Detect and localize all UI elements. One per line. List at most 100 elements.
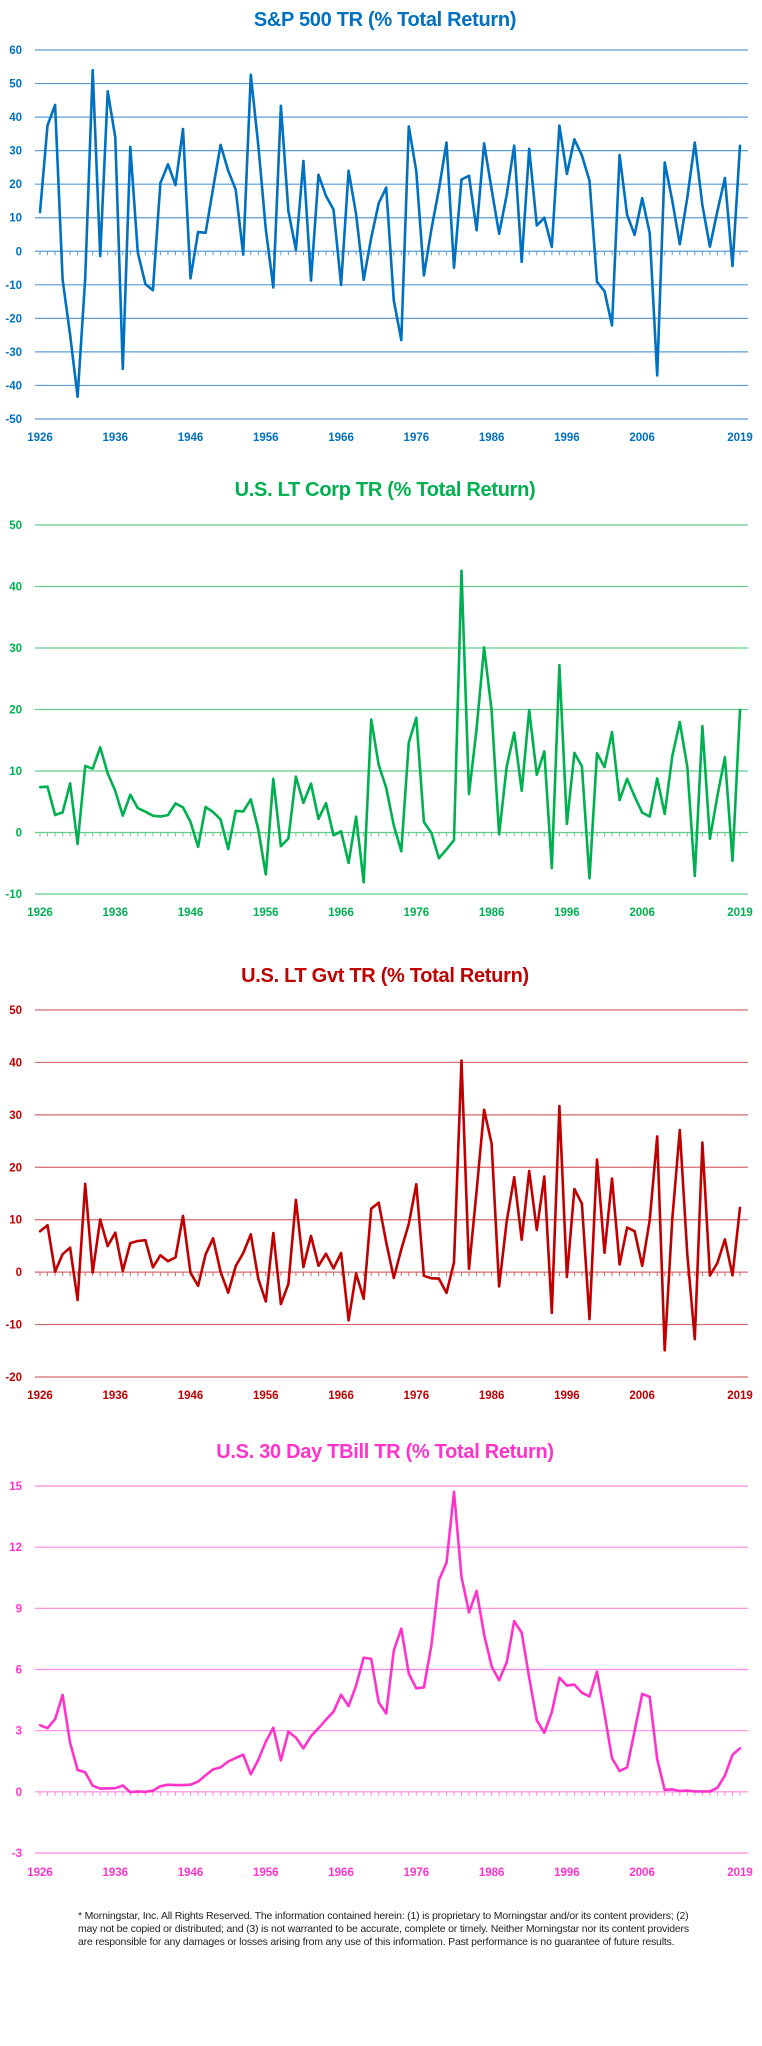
data-point xyxy=(588,877,591,880)
data-point xyxy=(159,1785,162,1788)
data-point xyxy=(294,1198,298,1202)
data-point xyxy=(46,1727,49,1730)
data-point xyxy=(272,777,275,781)
chart-title-tbill: U.S. 30 Day TBill TR (% Total Return) xyxy=(216,1441,554,1463)
data-point xyxy=(362,1656,365,1659)
data-point xyxy=(580,1202,584,1205)
data-point xyxy=(543,1175,546,1178)
data-point xyxy=(189,1783,192,1786)
data-point xyxy=(324,194,328,198)
data-point xyxy=(422,820,426,824)
data-point xyxy=(505,765,508,768)
data-point xyxy=(211,1237,215,1240)
data-point xyxy=(76,395,79,398)
data-point xyxy=(618,798,621,802)
data-point xyxy=(610,324,614,327)
data-point xyxy=(430,1644,433,1647)
data-point xyxy=(242,1251,245,1255)
data-point xyxy=(242,810,245,813)
data-point xyxy=(294,775,298,778)
data-point xyxy=(693,874,697,878)
data-point xyxy=(129,1241,132,1245)
x-tick-label: 1926 xyxy=(27,1867,53,1879)
x-tick-label: 1976 xyxy=(404,907,430,919)
data-point xyxy=(550,1311,554,1315)
data-point xyxy=(347,1319,350,1322)
data-point xyxy=(708,1274,712,1277)
data-point xyxy=(309,782,313,785)
data-point xyxy=(354,212,358,216)
x-tick-label: 1926 xyxy=(27,1390,53,1402)
data-point xyxy=(257,144,260,147)
data-point xyxy=(618,1263,621,1266)
data-point xyxy=(76,1298,79,1302)
data-point xyxy=(633,795,636,798)
data-point xyxy=(68,1741,72,1744)
data-point xyxy=(279,1759,283,1762)
data-point xyxy=(716,1261,719,1265)
data-point xyxy=(445,1291,448,1295)
x-tick-label: 1946 xyxy=(178,907,204,919)
data-point xyxy=(83,1182,87,1186)
data-point xyxy=(196,845,200,849)
y-tick-label: -3 xyxy=(12,1848,22,1860)
data-point xyxy=(445,141,448,144)
footnote-disclaimer: * Morningstar, Inc. All Rights Reserved.… xyxy=(78,1910,689,1948)
data-point xyxy=(625,1226,629,1229)
data-point xyxy=(83,764,87,768)
data-point xyxy=(467,1611,471,1614)
data-point xyxy=(211,1768,215,1771)
data-point xyxy=(91,68,94,72)
data-point xyxy=(445,848,448,851)
data-point xyxy=(166,1260,170,1263)
data-point xyxy=(415,716,418,720)
data-point xyxy=(264,1740,268,1743)
data-point xyxy=(272,1231,275,1235)
data-point xyxy=(91,767,94,770)
data-point xyxy=(573,1683,576,1686)
y-tick-label: 50 xyxy=(9,1005,22,1017)
data-point xyxy=(686,765,689,769)
data-point xyxy=(573,1187,576,1191)
y-tick-label: 40 xyxy=(9,582,22,594)
x-tick-label: 1986 xyxy=(479,1867,505,1879)
data-point xyxy=(723,1774,727,1777)
y-tick-label: 20 xyxy=(9,179,22,191)
series-line xyxy=(39,1059,742,1352)
y-tick-label: 60 xyxy=(9,45,22,57)
data-point xyxy=(61,278,64,281)
y-tick-label: 0 xyxy=(16,246,22,258)
x-tick-label: 2006 xyxy=(629,1390,655,1402)
data-point xyxy=(61,811,64,814)
data-point xyxy=(83,277,87,280)
data-point xyxy=(144,282,147,286)
data-point xyxy=(226,847,230,851)
data-point xyxy=(234,1264,237,1268)
data-point xyxy=(392,299,395,302)
y-tick-label: 50 xyxy=(9,79,22,91)
data-point xyxy=(460,1059,463,1062)
x-tick-label: 1956 xyxy=(253,1867,279,1879)
data-point xyxy=(332,1710,335,1713)
data-point xyxy=(460,178,463,181)
data-point xyxy=(520,260,523,264)
y-tick-label: -20 xyxy=(5,1372,22,1384)
data-point xyxy=(204,1253,207,1256)
data-point xyxy=(663,1788,666,1791)
y-tick-label: -40 xyxy=(5,380,22,392)
data-point xyxy=(339,1693,343,1696)
data-point xyxy=(114,1231,117,1234)
y-tick-label: 10 xyxy=(9,1215,22,1227)
data-point xyxy=(61,1253,64,1256)
data-point xyxy=(339,830,343,833)
data-point xyxy=(279,844,283,848)
data-point xyxy=(302,1747,305,1750)
data-point xyxy=(324,1718,328,1721)
y-tick-label: 20 xyxy=(9,705,22,717)
data-point xyxy=(656,1135,659,1138)
data-point xyxy=(377,1201,380,1204)
data-point xyxy=(257,828,260,831)
data-point xyxy=(716,209,719,213)
data-point xyxy=(595,1158,599,1161)
data-point xyxy=(38,785,42,789)
